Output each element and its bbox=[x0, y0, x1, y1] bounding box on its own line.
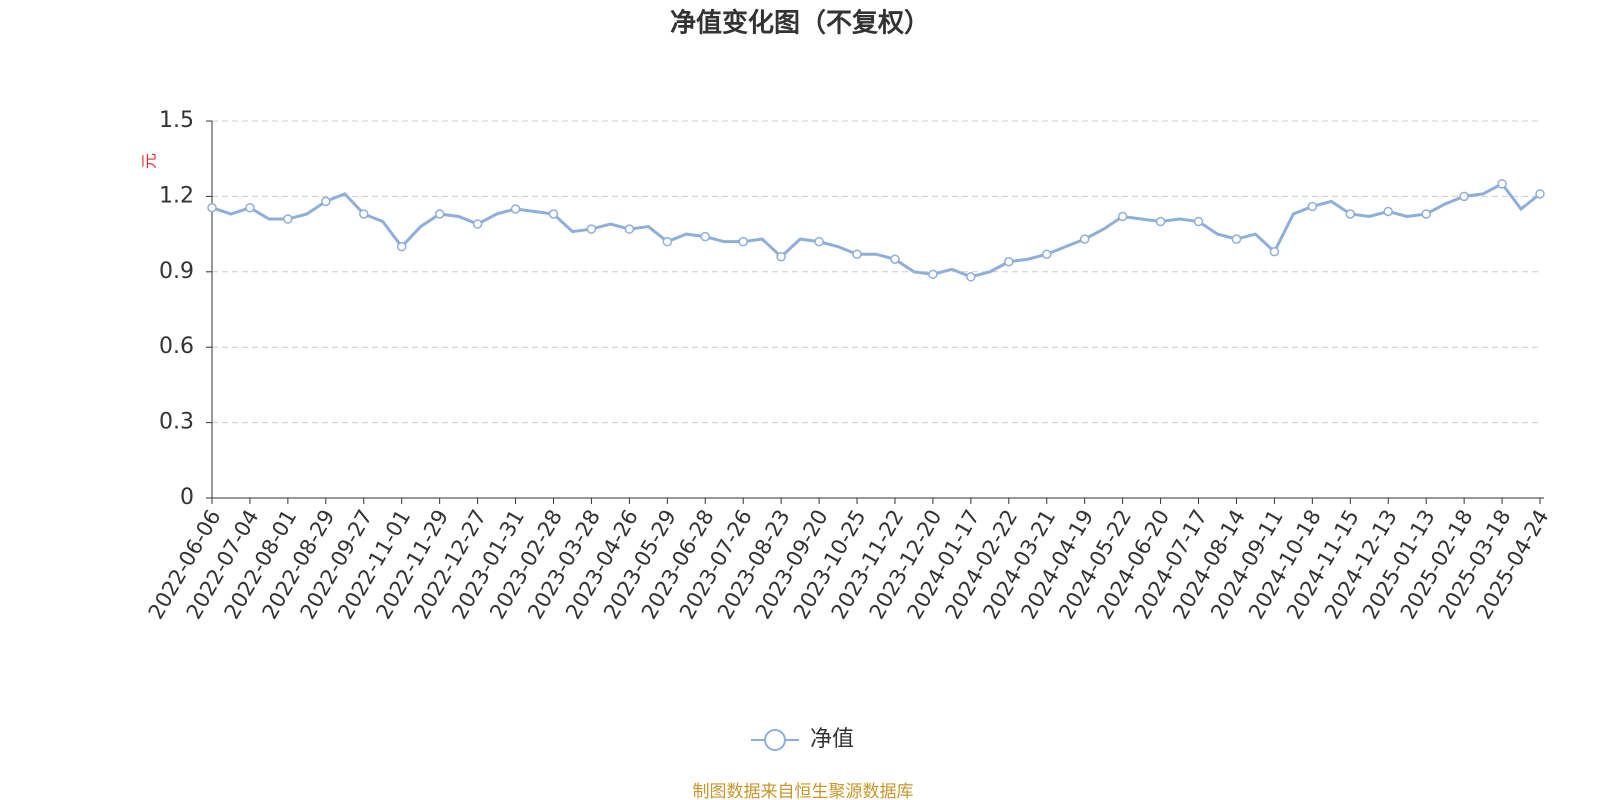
data-point bbox=[472, 219, 483, 229]
data-point bbox=[359, 209, 369, 219]
data-point bbox=[586, 224, 597, 234]
data-point bbox=[434, 209, 445, 219]
y-tick-label: 0.9 bbox=[159, 259, 194, 284]
data-point bbox=[1421, 209, 1431, 219]
data-point bbox=[700, 231, 711, 242]
data-point bbox=[1117, 211, 1128, 222]
y-tick-label: 0.3 bbox=[159, 410, 194, 435]
data-point bbox=[624, 224, 635, 234]
legend-marker bbox=[764, 729, 786, 751]
data-point bbox=[1269, 246, 1280, 257]
y-tick-label: 1.2 bbox=[159, 183, 194, 208]
data-point bbox=[852, 249, 862, 259]
data-point bbox=[1307, 201, 1318, 212]
y-axis-label: 元 bbox=[140, 153, 159, 169]
data-point bbox=[1004, 256, 1014, 267]
source-note: 制图数据来自恒生聚源数据库 bbox=[693, 782, 914, 800]
data-point bbox=[814, 236, 824, 247]
data-point bbox=[890, 254, 900, 264]
data-point bbox=[510, 204, 521, 214]
y-tick-label: 1.5 bbox=[159, 108, 194, 133]
legend-label: 净值 bbox=[810, 727, 854, 752]
data-point bbox=[1193, 216, 1204, 227]
y-tick-label: 0 bbox=[180, 485, 194, 510]
data-point bbox=[662, 236, 673, 247]
data-point bbox=[207, 202, 217, 213]
data-point bbox=[1497, 179, 1507, 189]
data-point bbox=[548, 209, 559, 219]
data-point bbox=[928, 269, 938, 280]
data-line bbox=[211, 181, 1541, 279]
data-point bbox=[1383, 206, 1393, 217]
data-point bbox=[396, 241, 407, 252]
data-point bbox=[1041, 249, 1052, 259]
chart-title: 净值变化图（不复权） bbox=[670, 8, 930, 39]
data-point bbox=[321, 196, 331, 207]
data-point bbox=[1231, 234, 1242, 244]
data-point bbox=[738, 236, 748, 247]
y-tick-label: 0.6 bbox=[159, 334, 194, 359]
data-point bbox=[245, 202, 255, 213]
data-point bbox=[283, 214, 293, 224]
data-point bbox=[1155, 216, 1166, 227]
data-point bbox=[1345, 209, 1356, 219]
data-point bbox=[1535, 189, 1545, 199]
data-point bbox=[776, 251, 786, 262]
data-point bbox=[1079, 234, 1090, 244]
data-point bbox=[966, 272, 976, 282]
data-point bbox=[1459, 191, 1469, 202]
